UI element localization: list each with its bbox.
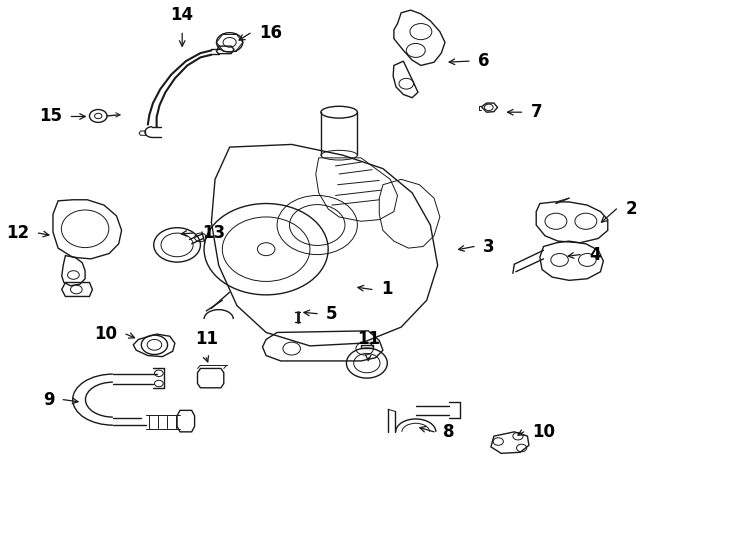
Text: 12: 12	[7, 224, 29, 242]
Text: 11: 11	[195, 330, 218, 348]
Text: 11: 11	[357, 330, 379, 348]
Text: 15: 15	[40, 107, 62, 125]
Text: 4: 4	[589, 246, 600, 264]
Text: 14: 14	[170, 5, 194, 24]
Text: 5: 5	[326, 305, 338, 323]
Text: 3: 3	[483, 238, 495, 255]
Text: 6: 6	[478, 52, 490, 70]
Text: 16: 16	[259, 24, 282, 42]
Text: 8: 8	[443, 423, 454, 441]
Text: 1: 1	[381, 280, 392, 299]
Text: 10: 10	[94, 325, 117, 343]
Text: 10: 10	[533, 423, 556, 441]
Text: 9: 9	[43, 390, 54, 409]
Text: 7: 7	[531, 103, 542, 121]
Text: 13: 13	[202, 224, 225, 242]
Text: 2: 2	[625, 200, 637, 218]
